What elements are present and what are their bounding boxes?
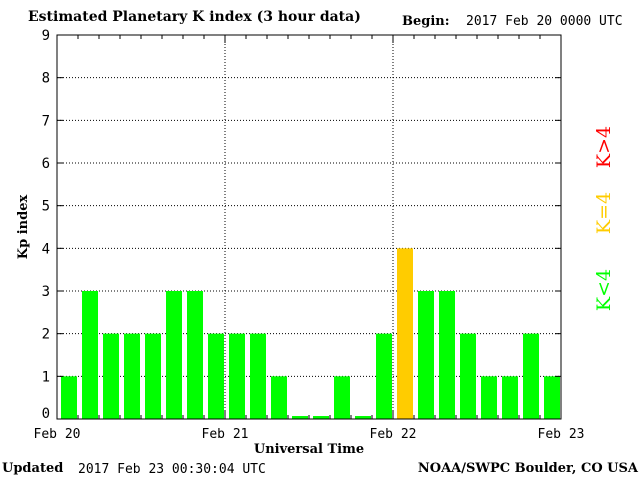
bar <box>397 248 413 419</box>
x-tick-label: Feb 23 <box>538 427 585 442</box>
y-tick-label: 6 <box>42 156 50 172</box>
bar <box>292 416 308 419</box>
y-tick-label: 7 <box>42 113 50 129</box>
bar <box>61 376 77 419</box>
x-axis-label: Universal Time <box>254 442 364 457</box>
bar <box>334 376 350 419</box>
legend-item: K=4 <box>593 192 615 234</box>
credit-text: NOAA/SWPC Boulder, CO USA <box>417 461 638 476</box>
axis-ticks <box>56 34 562 420</box>
bar <box>544 376 560 419</box>
legend: K<4 K=4 K>4 <box>593 126 615 311</box>
legend-item: K<4 <box>593 269 615 311</box>
y-tick-label: 5 <box>42 199 50 215</box>
bar <box>145 333 161 419</box>
updated-value: 2017 Feb 23 00:30:04 UTC <box>78 462 266 477</box>
y-tick-label: 0 <box>42 406 50 422</box>
x-tick-label: Feb 20 <box>34 427 81 442</box>
bar <box>313 416 329 419</box>
bar <box>229 333 245 419</box>
y-axis-label: Kp index <box>16 195 31 260</box>
y-tick-label: 2 <box>42 327 50 343</box>
axis-labels: 0 1 2 3 4 5 6 7 8 9 Feb 20 Feb 21 Feb 22 Feb 23 <box>34 28 585 442</box>
y-tick-label: 3 <box>42 284 50 300</box>
begin-value: 2017 Feb 20 0000 UTC <box>466 14 623 29</box>
x-tick-label: Feb 22 <box>370 427 417 442</box>
legend-item: K>4 <box>593 126 615 168</box>
bar <box>271 376 287 419</box>
grid-lines <box>57 35 561 419</box>
bar <box>355 416 371 419</box>
bar <box>250 333 266 419</box>
bar <box>82 291 98 419</box>
y-tick-label: 9 <box>42 28 50 44</box>
bar <box>418 291 434 419</box>
y-tick-label: 8 <box>42 71 50 87</box>
bar <box>502 376 518 419</box>
bar <box>376 333 392 419</box>
bar <box>166 291 182 419</box>
y-tick-label: 1 <box>42 369 50 385</box>
bar <box>103 333 119 419</box>
chart-title: Estimated Planetary K index (3 hour data… <box>28 9 361 25</box>
x-tick-label: Feb 21 <box>202 427 249 442</box>
bar <box>523 333 539 419</box>
bar <box>439 291 455 419</box>
bar <box>208 333 224 419</box>
y-tick-label: 4 <box>42 241 50 257</box>
bar <box>481 376 497 419</box>
updated-label: Updated <box>2 461 64 476</box>
bars <box>61 248 560 419</box>
bar <box>460 333 476 419</box>
bar <box>187 291 203 419</box>
begin-label: Begin: <box>402 14 450 29</box>
bar <box>124 333 140 419</box>
